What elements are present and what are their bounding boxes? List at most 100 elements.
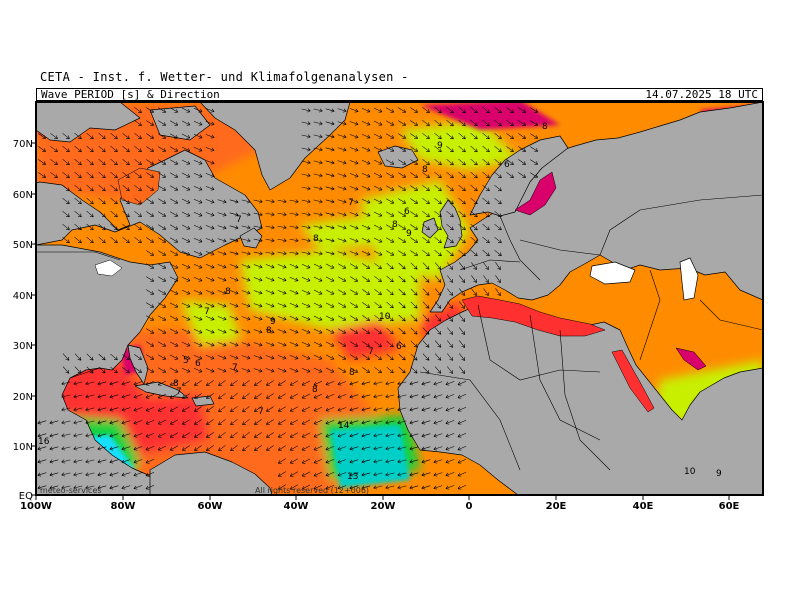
direction-arrow bbox=[373, 250, 383, 256]
direction-arrow bbox=[518, 146, 526, 152]
direction-arrow bbox=[253, 251, 263, 256]
direction-arrow bbox=[38, 146, 46, 152]
direction-arrow bbox=[445, 485, 455, 490]
direction-arrow bbox=[386, 327, 394, 335]
direction-arrow bbox=[158, 107, 167, 113]
direction-arrow bbox=[194, 406, 202, 412]
direction-arrow bbox=[494, 249, 502, 257]
direction-arrow bbox=[313, 380, 323, 386]
direction-arrow bbox=[181, 224, 191, 230]
direction-arrow bbox=[193, 198, 203, 204]
direction-arrow bbox=[470, 106, 478, 114]
direction-arrow bbox=[421, 472, 431, 477]
direction-arrow bbox=[398, 146, 407, 152]
direction-arrow bbox=[373, 459, 383, 464]
direction-arrow bbox=[373, 485, 383, 490]
direction-arrow bbox=[169, 237, 179, 243]
direction-arrow bbox=[409, 485, 419, 490]
period-label: 6 bbox=[396, 342, 402, 352]
direction-arrow bbox=[325, 251, 335, 256]
direction-arrow bbox=[86, 366, 94, 374]
direction-arrow bbox=[289, 368, 299, 373]
direction-arrow bbox=[254, 393, 262, 399]
lon-label: 40W bbox=[284, 501, 309, 512]
direction-arrow bbox=[301, 276, 311, 282]
direction-arrow bbox=[362, 276, 370, 282]
direction-arrow bbox=[398, 224, 407, 230]
direction-arrow bbox=[349, 485, 359, 490]
direction-arrow bbox=[169, 250, 179, 256]
direction-arrow bbox=[121, 420, 131, 425]
direction-arrow bbox=[253, 329, 263, 334]
longitude-axis: 100W 80W 60W 40W 20W 0 20E 40E 60E bbox=[20, 501, 739, 512]
direction-arrow bbox=[265, 212, 275, 217]
direction-arrow bbox=[385, 459, 395, 464]
direction-arrow bbox=[181, 263, 191, 269]
direction-arrow bbox=[181, 237, 191, 243]
direction-arrow bbox=[241, 264, 251, 269]
direction-arrow bbox=[158, 185, 167, 191]
direction-arrow bbox=[38, 133, 46, 139]
direction-arrow bbox=[277, 329, 287, 334]
direction-arrow bbox=[349, 160, 359, 165]
direction-arrow bbox=[74, 197, 82, 205]
direction-arrow bbox=[229, 264, 239, 269]
direction-arrow bbox=[361, 407, 371, 412]
direction-arrow bbox=[313, 432, 323, 438]
direction-arrow bbox=[205, 329, 215, 334]
direction-arrow bbox=[277, 484, 286, 490]
direction-arrow bbox=[49, 485, 59, 490]
direction-arrow bbox=[133, 472, 143, 477]
direction-arrow bbox=[98, 353, 106, 361]
direction-arrow bbox=[398, 250, 407, 256]
direction-arrow bbox=[110, 210, 118, 218]
direction-arrow bbox=[457, 484, 467, 490]
direction-arrow bbox=[169, 315, 179, 321]
direction-arrow bbox=[98, 158, 106, 166]
direction-arrow bbox=[158, 250, 167, 256]
direction-arrow bbox=[205, 121, 215, 126]
direction-arrow bbox=[470, 171, 478, 179]
period-label: 7 bbox=[176, 387, 182, 397]
direction-arrow bbox=[169, 107, 179, 113]
direction-arrow bbox=[361, 185, 371, 191]
direction-arrow bbox=[218, 393, 226, 399]
direction-arrow bbox=[86, 236, 94, 244]
direction-arrow bbox=[98, 184, 106, 192]
direction-arrow bbox=[397, 472, 407, 477]
direction-arrow bbox=[494, 119, 502, 127]
direction-arrow bbox=[217, 212, 227, 217]
direction-arrow bbox=[301, 393, 311, 399]
direction-arrow bbox=[146, 107, 154, 113]
direction-arrow bbox=[398, 314, 406, 322]
direction-arrow bbox=[410, 237, 418, 243]
direction-arrow bbox=[133, 394, 143, 399]
direction-arrow bbox=[146, 198, 154, 204]
direction-arrow bbox=[422, 185, 430, 191]
direction-arrow bbox=[337, 341, 347, 347]
direction-arrow bbox=[301, 251, 311, 256]
direction-arrow bbox=[337, 173, 347, 178]
direction-arrow bbox=[61, 381, 71, 386]
direction-arrow bbox=[146, 146, 154, 152]
direction-arrow bbox=[157, 380, 167, 386]
direction-arrow bbox=[397, 485, 407, 490]
direction-arrow bbox=[482, 158, 490, 166]
direction-arrow bbox=[471, 262, 477, 270]
direction-arrow bbox=[350, 315, 359, 321]
period-label: 8 bbox=[422, 165, 428, 175]
direction-arrow bbox=[301, 225, 311, 230]
direction-arrow bbox=[530, 107, 539, 113]
direction-arrow bbox=[410, 275, 418, 283]
direction-arrow bbox=[422, 133, 430, 139]
direction-arrow bbox=[301, 341, 311, 347]
direction-arrow bbox=[289, 393, 299, 399]
direction-arrow bbox=[361, 485, 371, 490]
direction-arrow bbox=[398, 211, 407, 217]
direction-arrow bbox=[421, 420, 431, 425]
direction-arrow bbox=[277, 277, 287, 282]
direction-arrow bbox=[158, 133, 167, 139]
period-label: 14 bbox=[338, 421, 350, 431]
direction-arrow bbox=[241, 212, 251, 217]
direction-arrow bbox=[530, 172, 539, 178]
